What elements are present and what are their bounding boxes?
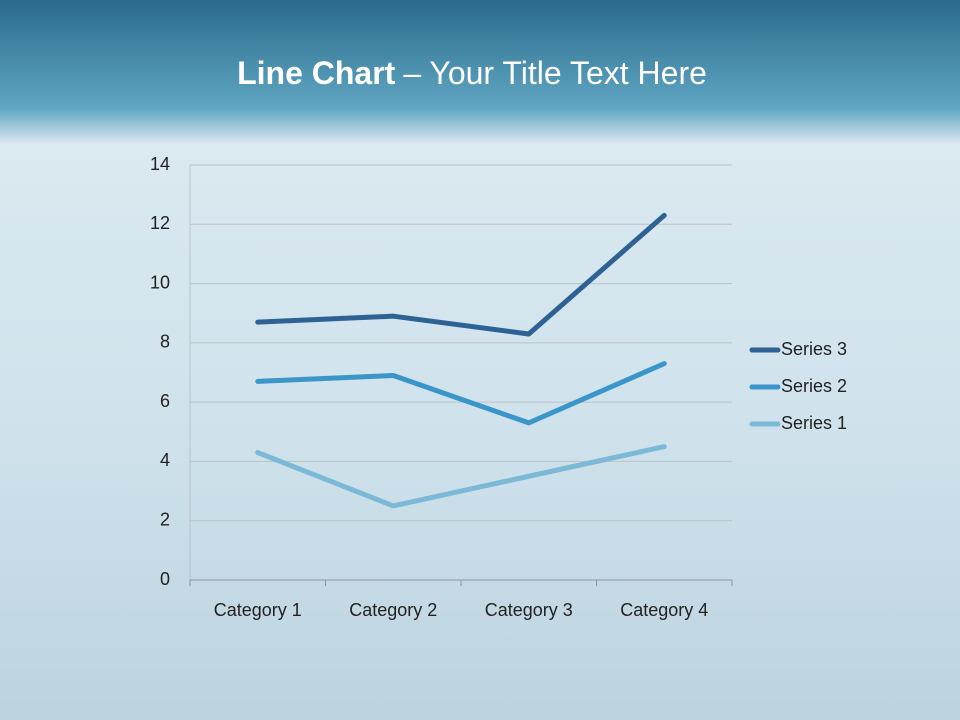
x-tick-label: Category 4	[620, 600, 708, 620]
series-line	[255, 361, 667, 426]
series-line	[255, 212, 667, 337]
title-bold: Line Chart	[237, 55, 396, 91]
y-tick-label: 6	[160, 391, 170, 411]
y-tick-label: 4	[160, 450, 170, 470]
x-tick-label: Category 1	[214, 600, 302, 620]
y-tick-label: 14	[150, 154, 170, 174]
y-tick-label: 10	[150, 272, 170, 292]
y-tick-label: 8	[160, 332, 170, 352]
y-tick-label: 12	[150, 213, 170, 233]
x-tick-label: Category 2	[349, 600, 437, 620]
legend-label: Series 3	[781, 339, 847, 359]
series-line	[255, 444, 667, 509]
slide-title: Line Chart – Your Title Text Here	[237, 55, 707, 91]
y-tick-label: 2	[160, 509, 170, 529]
title-rest: – Your Title Text Here	[403, 55, 707, 91]
legend-label: Series 2	[781, 376, 847, 396]
x-tick-label: Category 3	[485, 600, 573, 620]
y-tick-label: 0	[160, 569, 170, 589]
legend-label: Series 1	[781, 413, 847, 433]
